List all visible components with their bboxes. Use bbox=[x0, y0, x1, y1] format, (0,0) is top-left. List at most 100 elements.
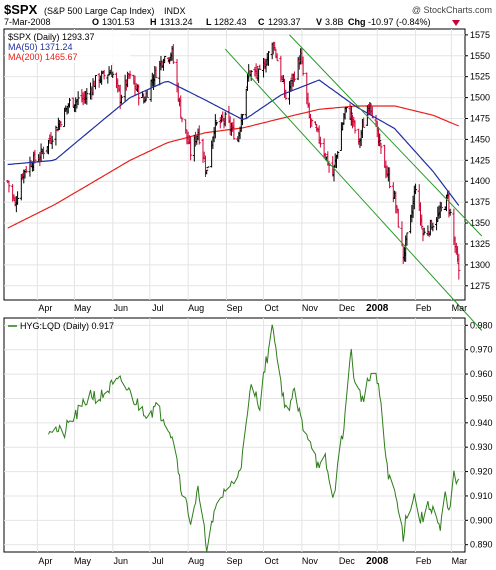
change-label: Chg bbox=[348, 17, 366, 27]
price-y-tick-label: 1400 bbox=[470, 176, 490, 186]
channel-lower-line bbox=[224, 48, 483, 331]
close-value: 1293.37 bbox=[268, 17, 301, 27]
price-bar bbox=[54, 125, 58, 146]
price-bar bbox=[378, 133, 382, 147]
volume-label: V bbox=[316, 17, 322, 27]
price-y-tick-label: 1575 bbox=[470, 30, 490, 40]
price-bar bbox=[154, 66, 158, 79]
price-bar bbox=[440, 202, 444, 212]
price-panel: 1275 1300 1325 1350 1375 1400 1425 1450 1475 1500… bbox=[3, 28, 490, 331]
legend-price: $SPX (Daily) 1293.37 bbox=[8, 32, 95, 42]
price-bar bbox=[258, 64, 262, 70]
bottom-month-label: Apr bbox=[38, 556, 52, 566]
ma200-line bbox=[7, 105, 460, 229]
symbol-description: (S&P 500 Large Cap Index) bbox=[44, 6, 154, 16]
ratio-y-tick-label: 0.960 bbox=[470, 369, 493, 379]
price-y-tick-label: 1425 bbox=[470, 155, 490, 165]
price-bar bbox=[205, 169, 209, 175]
price-legend: $SPX (Daily) 1293.37 MA(50) 1371.24 MA(2… bbox=[6, 31, 130, 63]
ratio-line bbox=[48, 324, 460, 552]
price-bar bbox=[249, 69, 253, 81]
ratio-y-tick-label: 0.950 bbox=[470, 393, 493, 403]
middle-month-label: May bbox=[74, 303, 92, 313]
price-bars bbox=[6, 41, 461, 280]
price-bar bbox=[292, 71, 296, 82]
symbol-title: $SPX bbox=[4, 2, 38, 17]
price-bar bbox=[420, 214, 424, 229]
price-bar bbox=[111, 71, 115, 79]
price-bar bbox=[76, 91, 80, 106]
bottom-month-label: Jun bbox=[114, 556, 129, 566]
bottom-month-label: May bbox=[74, 556, 92, 566]
price-bar bbox=[336, 151, 340, 159]
bottom-month-label: Dec bbox=[339, 556, 356, 566]
ratio-legend: HYG:LQD (Daily) 0.917 bbox=[8, 321, 114, 331]
middle-month-label: Feb bbox=[416, 303, 432, 313]
price-bar bbox=[50, 135, 54, 149]
bottom-month-label: Sep bbox=[226, 556, 242, 566]
bottom-x-axis: Apr May Jun Jul Aug Sep Oct Nov Dec 2008 Feb Mar bbox=[38, 556, 467, 567]
open-value: 1301.53 bbox=[102, 17, 135, 27]
bottom-month-label: Aug bbox=[188, 556, 204, 566]
price-bar bbox=[85, 88, 89, 105]
price-y-tick-label: 1300 bbox=[470, 260, 490, 270]
legend-background bbox=[6, 31, 130, 63]
price-y-tick-label: 1375 bbox=[470, 197, 490, 207]
price-bar bbox=[119, 94, 123, 104]
bottom-month-label: Nov bbox=[302, 556, 319, 566]
price-y-tick-label: 1275 bbox=[470, 281, 490, 291]
price-bar bbox=[171, 44, 175, 65]
ratio-panel: 0.890 0.900 0.910 0.920 0.930 0.940 0.950 0.960… bbox=[3, 317, 493, 553]
price-bar bbox=[189, 136, 193, 161]
price-bar bbox=[179, 95, 183, 118]
bottom-month-label: Jul bbox=[152, 556, 164, 566]
ratio-y-axis: 0.890 0.900 0.910 0.920 0.930 0.940 0.950 0.960… bbox=[465, 320, 493, 550]
legend-ma200: MA(200) 1465.67 bbox=[8, 52, 78, 62]
middle-month-label: Apr bbox=[38, 303, 52, 313]
price-bar bbox=[206, 166, 210, 169]
ma50-line bbox=[7, 79, 460, 206]
price-bar bbox=[405, 232, 409, 246]
ratio-y-tick-label: 0.920 bbox=[470, 467, 493, 477]
price-bar bbox=[223, 111, 227, 127]
middle-x-axis: Apr May Jun Jul Aug Sep Oct Nov Dec 2008 Feb Mar bbox=[38, 303, 467, 314]
price-bar bbox=[180, 117, 184, 123]
price-bar bbox=[388, 167, 392, 189]
ratio-y-tick-label: 0.930 bbox=[470, 442, 493, 452]
ratio-panel-frame bbox=[3, 317, 466, 553]
quote-date: 7-Mar-2008 bbox=[4, 17, 51, 27]
middle-month-label: 2008 bbox=[366, 303, 389, 314]
legend-ratio: HYG:LQD (Daily) 0.917 bbox=[20, 321, 114, 331]
price-bar bbox=[297, 55, 301, 70]
price-bar bbox=[93, 74, 97, 90]
exchange-label: INDX bbox=[164, 6, 186, 16]
price-y-tick-label: 1450 bbox=[470, 134, 490, 144]
ma200-layer bbox=[7, 105, 460, 229]
price-bar bbox=[213, 114, 217, 139]
price-bar bbox=[215, 121, 219, 126]
price-bar bbox=[396, 208, 400, 228]
price-bar bbox=[301, 56, 305, 76]
price-bar bbox=[42, 146, 46, 159]
price-bar bbox=[368, 101, 372, 116]
price-bar bbox=[232, 118, 236, 140]
low-label: L bbox=[206, 17, 212, 27]
price-bar bbox=[421, 227, 425, 242]
price-y-tick-label: 1350 bbox=[470, 218, 490, 228]
price-bar bbox=[19, 174, 23, 201]
middle-month-label: Nov bbox=[302, 303, 319, 313]
price-bar bbox=[344, 106, 348, 113]
price-bar bbox=[68, 98, 72, 108]
price-grid bbox=[4, 29, 465, 300]
price-bar bbox=[379, 142, 383, 154]
ratio-y-tick-label: 0.890 bbox=[470, 540, 493, 550]
price-bar bbox=[197, 125, 201, 145]
ratio-y-tick-label: 0.940 bbox=[470, 418, 493, 428]
high-label: H bbox=[150, 17, 157, 27]
middle-month-label: Dec bbox=[339, 303, 356, 313]
price-bar bbox=[362, 117, 366, 128]
price-bar bbox=[353, 120, 357, 134]
price-bar bbox=[284, 89, 288, 100]
price-bar bbox=[137, 84, 141, 106]
price-bar bbox=[414, 183, 418, 195]
